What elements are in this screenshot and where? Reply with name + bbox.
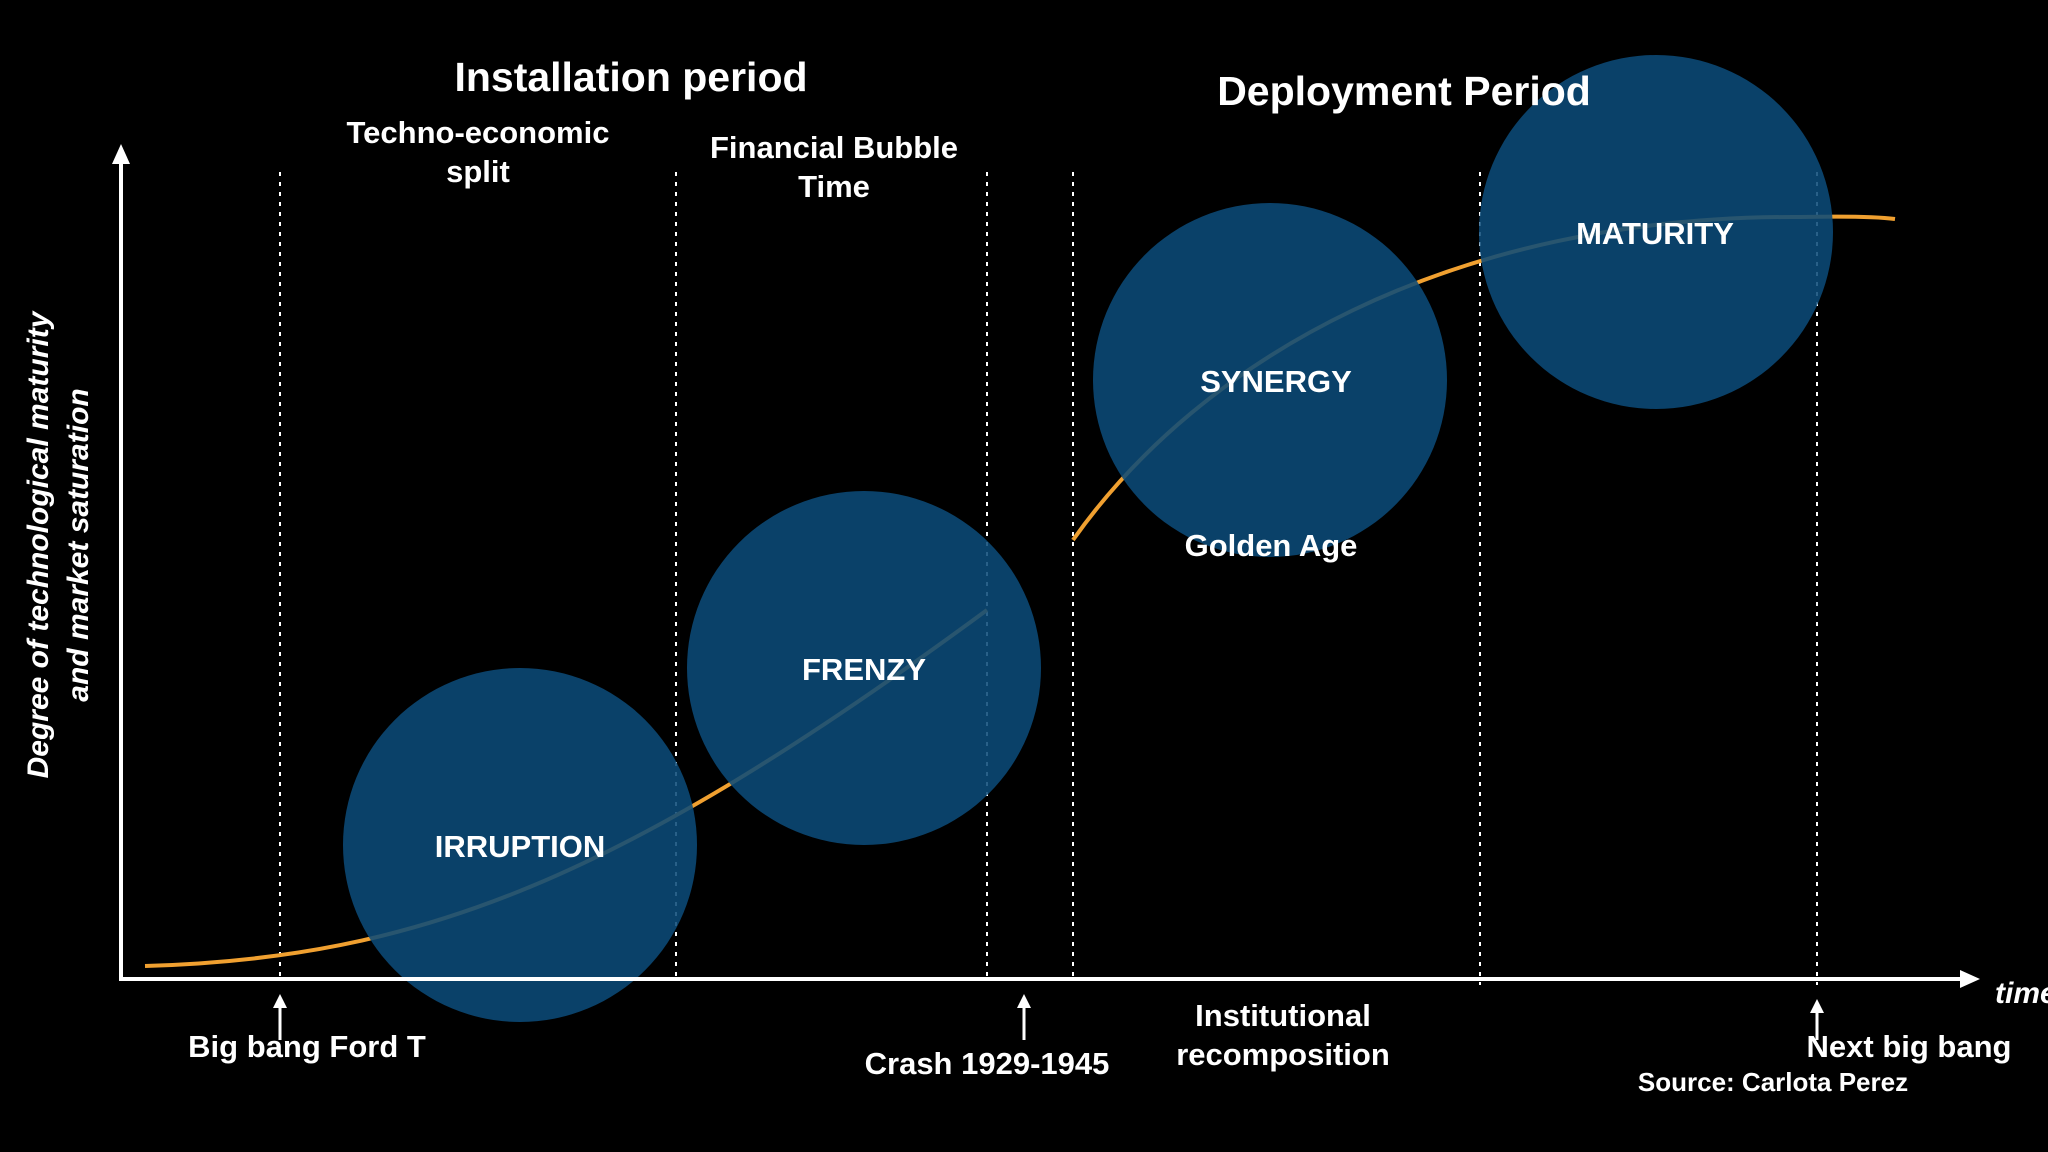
- y-axis-label-line1: Degree of technological maturity: [22, 310, 55, 778]
- big-bang-arrowhead: [273, 994, 287, 1008]
- synergy-label: SYNERGY: [1200, 364, 1352, 399]
- axes: [112, 144, 1980, 988]
- irruption-label: IRRUPTION: [435, 829, 606, 864]
- maturity-label: MATURITY: [1576, 216, 1734, 251]
- institutional-label: Institutional: [1195, 998, 1371, 1033]
- y-axis-label-line2: and market saturation: [62, 388, 95, 701]
- crash-arrowhead: [1017, 994, 1031, 1008]
- x-axis-label: time: [1995, 977, 2048, 1010]
- phase-circles: [343, 55, 1833, 1022]
- frenzy-label: FRENZY: [802, 652, 926, 687]
- synergy-circle: [1093, 203, 1447, 557]
- golden-age-label: Golden Age: [1185, 528, 1358, 563]
- y-axis-arrowhead: [112, 144, 130, 164]
- installation-period-title: Installation period: [454, 54, 807, 100]
- recomposition-label: recomposition: [1176, 1037, 1390, 1072]
- techno-economic-label: Techno-economic: [347, 115, 610, 150]
- maturity-circle: [1479, 55, 1833, 409]
- x-axis-arrowhead: [1960, 970, 1980, 988]
- split-label: split: [446, 154, 510, 189]
- irruption-circle: [343, 668, 697, 1022]
- frenzy-circle: [687, 491, 1041, 845]
- next-bang-arrowhead: [1810, 999, 1824, 1013]
- event-arrows: [273, 994, 1824, 1040]
- big-bang-label: Big bang Ford T: [188, 1029, 426, 1064]
- time-bubble-label: Time: [798, 169, 870, 204]
- next-big-bang-label: Next big bang: [1807, 1029, 2012, 1064]
- source-label: Source: Carlota Perez: [1638, 1067, 1908, 1097]
- crash-label: Crash 1929-1945: [865, 1046, 1110, 1081]
- financial-bubble-label: Financial Bubble: [710, 130, 958, 165]
- deployment-period-title: Deployment Period: [1217, 68, 1591, 114]
